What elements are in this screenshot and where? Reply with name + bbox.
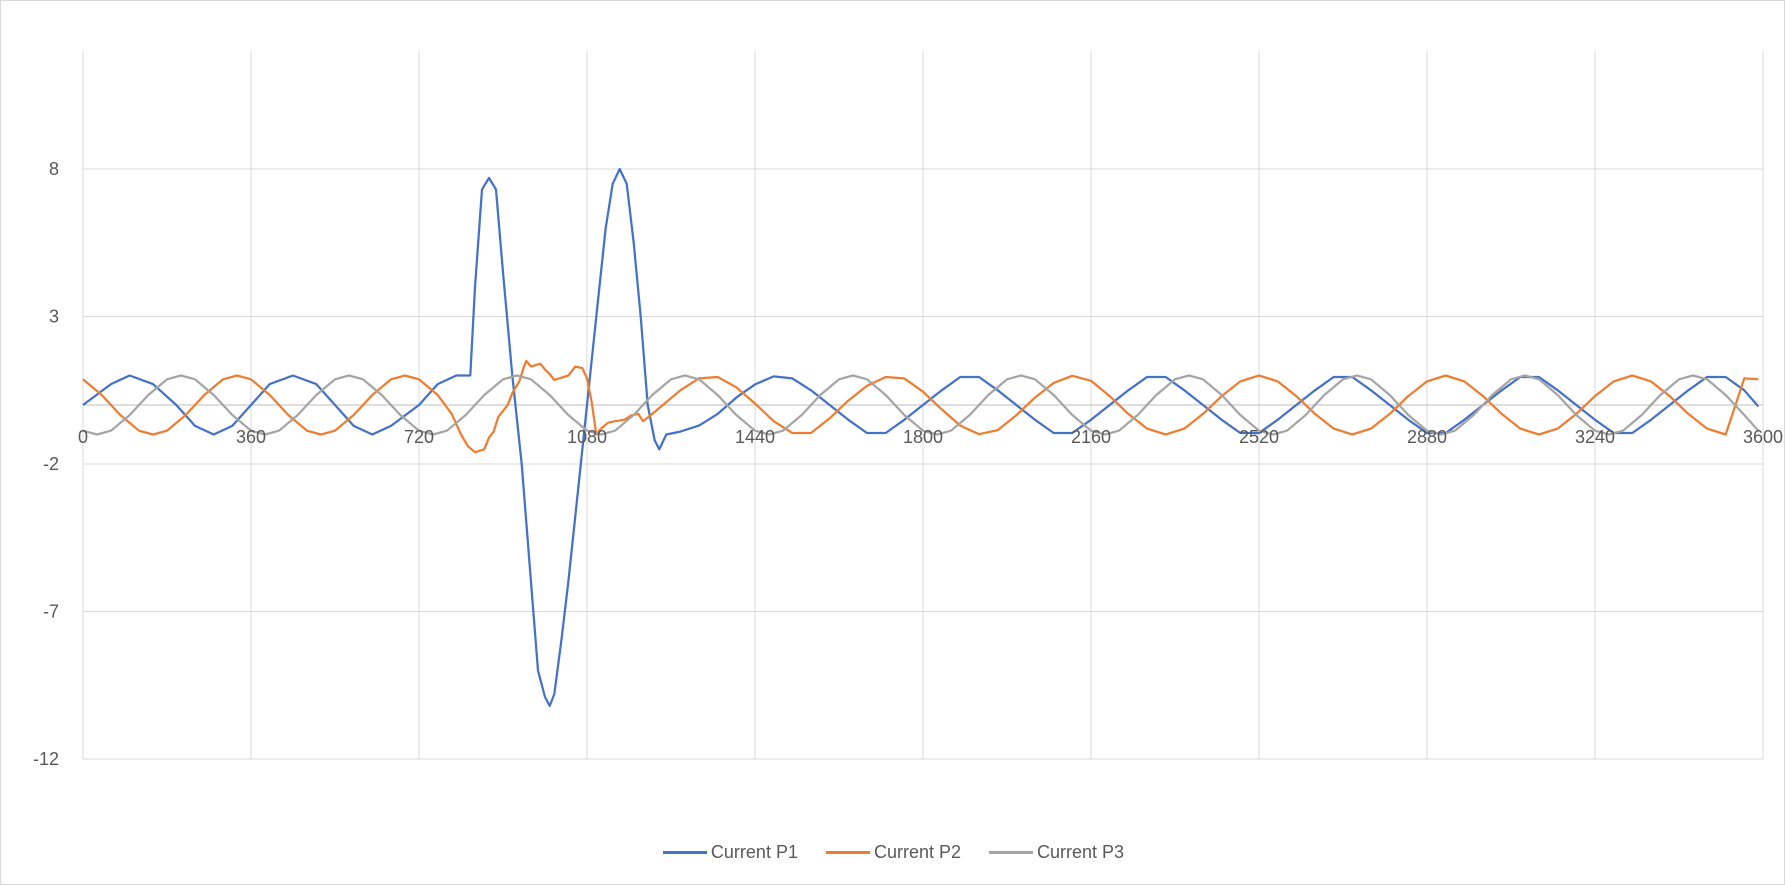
legend-item-p2: Current P2 xyxy=(825,841,962,863)
y-tick-label: 8 xyxy=(49,159,59,179)
series-lines xyxy=(82,167,1760,708)
legend-swatch-p2 xyxy=(825,850,870,854)
x-tick-label: 2880 xyxy=(1407,427,1447,447)
y-tick-label: -7 xyxy=(43,602,59,622)
tick-labels: 0 360 720 1080 1440 1800 2160 2520 2880 3240 3600 8… xyxy=(33,159,1783,769)
legend-label-p1: Current P1 xyxy=(710,841,798,862)
x-tick-label: 3240 xyxy=(1575,427,1615,447)
series-line-p2 xyxy=(82,359,1759,454)
y-tick-label: -2 xyxy=(43,454,59,474)
y-tick-label: -12 xyxy=(33,749,59,769)
x-tick-label: 0 xyxy=(78,427,88,447)
legend: Current P1 Current P2 Current P3 xyxy=(1,837,1785,867)
legend-swatch-p3 xyxy=(989,850,1034,854)
x-tick-label: 2520 xyxy=(1239,427,1279,447)
y-tick-label: 3 xyxy=(49,307,59,327)
x-tick-label: 1080 xyxy=(567,427,607,447)
series-line-p3 xyxy=(82,374,1760,436)
legend-item-p1: Current P1 xyxy=(662,841,798,863)
legend-item-p3: Current P3 xyxy=(989,842,1124,863)
x-tick-label: 720 xyxy=(404,427,434,447)
legend-label-p2: Current P2 xyxy=(873,841,962,862)
x-tick-label: 360 xyxy=(236,427,266,447)
x-tick-label: 1440 xyxy=(735,427,775,447)
legend-label-p3: Current P3 xyxy=(1037,841,1125,862)
x-tick-label: 2160 xyxy=(1071,427,1111,447)
x-tick-label: 1800 xyxy=(903,427,943,447)
legend-swatch-p1 xyxy=(662,850,707,854)
x-tick-label: 3600 xyxy=(1743,427,1783,447)
